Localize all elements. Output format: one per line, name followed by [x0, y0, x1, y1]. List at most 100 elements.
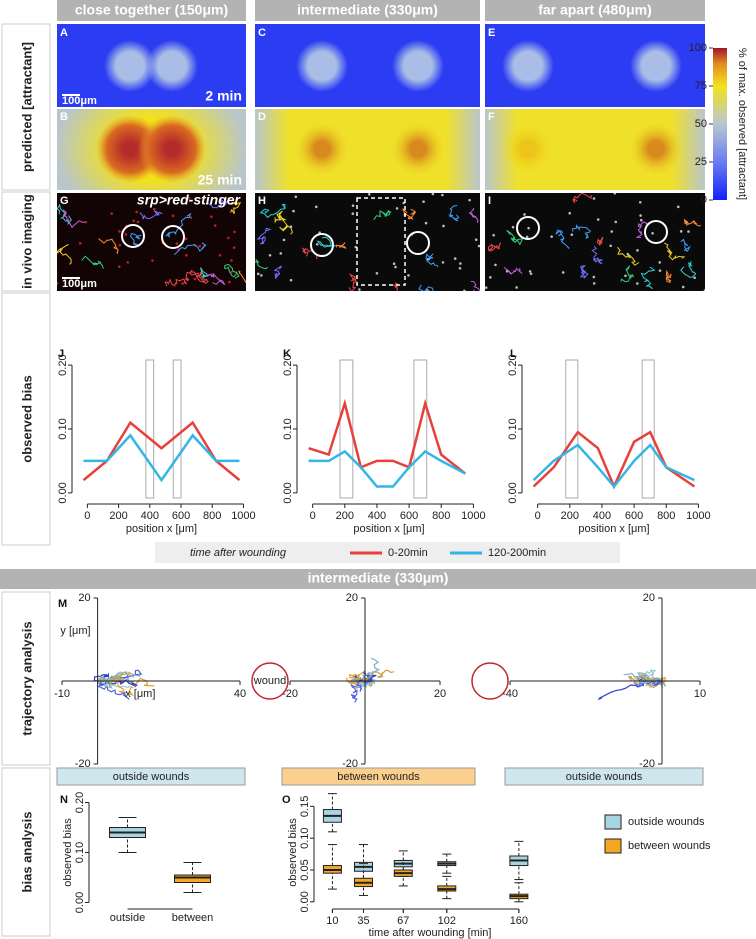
cell-track — [572, 193, 593, 204]
wound-circle — [406, 231, 430, 255]
series-line — [532, 443, 695, 489]
y-tick-label: 20 — [346, 592, 358, 604]
nucleus — [639, 218, 643, 222]
nucleus — [314, 205, 318, 209]
nucleus — [679, 230, 683, 233]
cell-track — [571, 224, 591, 240]
colorbar-tick-label: 100 — [689, 42, 707, 54]
cell-track — [425, 253, 439, 268]
y-tick-label: 0.10 — [507, 418, 519, 439]
cell-track — [336, 242, 347, 249]
nucleus — [676, 205, 680, 209]
nucleus — [227, 197, 231, 200]
region-box — [281, 767, 476, 786]
image-panel — [485, 109, 705, 190]
nucleus — [651, 232, 654, 235]
nucleus — [230, 270, 233, 274]
nucleus — [392, 262, 396, 266]
cell-track — [57, 244, 72, 265]
scale-label: 100μm — [62, 95, 97, 107]
colorbar-label: % of max. observed [attractant] — [736, 48, 748, 200]
nucleus — [260, 274, 263, 277]
region-label: outside wounds — [566, 771, 643, 783]
cell-track — [591, 245, 603, 265]
nucleus — [153, 207, 156, 211]
cell-track — [503, 267, 523, 275]
box — [174, 874, 211, 883]
y-tick-label: 0.10 — [57, 418, 69, 439]
cell-track — [620, 264, 635, 283]
cell-track — [274, 210, 287, 224]
nucleus — [395, 207, 399, 210]
panel-letter: I — [488, 195, 491, 207]
cell-track — [635, 221, 650, 238]
cell-track — [680, 260, 697, 278]
cell-track — [164, 278, 187, 287]
nucleus — [227, 236, 230, 240]
image-panel — [255, 24, 480, 107]
nucleus — [233, 230, 236, 234]
nucleus — [626, 252, 630, 256]
heatmap-spot — [630, 123, 682, 175]
row-frame — [1, 191, 51, 292]
x-axis-label: position x [μm] — [353, 523, 424, 535]
nucleus — [424, 221, 428, 225]
x-tick-label: outside — [110, 912, 145, 924]
cell-track — [238, 270, 246, 284]
x-tick-label: 67 — [397, 915, 409, 927]
x-axis-label: x [μm] — [125, 688, 155, 700]
cell-track — [57, 203, 72, 226]
cell-track — [373, 209, 392, 221]
wound-marker — [471, 662, 509, 700]
image-panel — [255, 109, 480, 190]
nucleus — [658, 269, 662, 272]
nucleus — [693, 276, 696, 280]
column-title: close together (150μm) — [75, 2, 228, 18]
y-tick-label: 0.20 — [74, 792, 86, 813]
x-tick-label: 35 — [357, 915, 369, 927]
x-tick-label: 800 — [432, 510, 450, 522]
panel-letter: J — [58, 348, 64, 360]
heatmap-spot — [104, 40, 156, 92]
wound-marker — [251, 662, 289, 700]
colorbar-tick-label: 75 — [695, 80, 707, 92]
wound-circle — [121, 224, 145, 248]
nucleus — [570, 233, 574, 236]
y-tick-label: 0.10 — [282, 418, 294, 439]
nucleus — [407, 274, 410, 277]
heatmap-spot — [502, 40, 554, 92]
heatmap-edge — [255, 109, 480, 190]
nucleus — [638, 200, 642, 204]
cell-track — [196, 271, 209, 284]
heatmap-spot — [138, 115, 206, 183]
cell-track — [129, 232, 142, 247]
y-tick-label: 0.05 — [299, 859, 311, 880]
nucleus — [126, 261, 130, 264]
y-axis-label: y [μm] — [60, 625, 90, 637]
cell-track — [418, 284, 434, 291]
cell-track — [665, 269, 672, 284]
cell-track — [617, 246, 640, 266]
cell-track — [506, 229, 523, 246]
x-tick-label: 10 — [694, 688, 706, 700]
x-tick-label: 160 — [510, 915, 528, 927]
wound-label: wound — [253, 675, 286, 687]
cell-track — [348, 273, 358, 291]
series-line — [308, 449, 466, 488]
nucleus — [198, 244, 202, 248]
y-tick-label: 0.00 — [507, 482, 519, 503]
nucleus — [124, 233, 128, 236]
nucleus — [175, 242, 179, 245]
genotype-label: srp>red-stinger — [137, 192, 242, 208]
legend-label: between wounds — [628, 840, 711, 852]
x-tick-label: -20 — [282, 688, 298, 700]
y-axis-label: observed bias — [62, 818, 74, 887]
image-panel — [57, 24, 246, 107]
row-label: in vivo imaging — [19, 194, 34, 289]
y-axis-label: observed bias — [287, 818, 299, 887]
region-box — [356, 197, 406, 286]
nucleus — [110, 212, 113, 215]
nucleus — [525, 235, 529, 239]
x-tick-label: 10 — [326, 915, 338, 927]
y-tick-label: 0.00 — [74, 892, 86, 913]
